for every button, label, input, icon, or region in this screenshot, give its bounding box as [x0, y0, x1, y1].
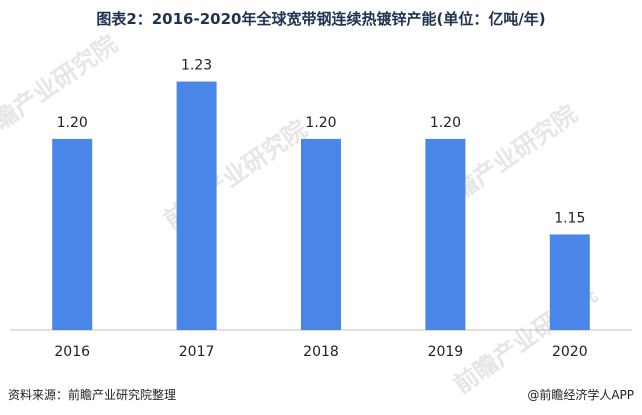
- bar-2019: [425, 138, 466, 330]
- x-tick-label-2016: 2016: [54, 344, 90, 360]
- source-note: 资料来源：前瞻产业研究院整理: [8, 388, 177, 402]
- data-label-2018: 1.20: [305, 115, 336, 131]
- bar-2017: [176, 81, 217, 330]
- x-tick-label-2017: 2017: [179, 344, 215, 360]
- bar-2018: [301, 138, 341, 330]
- data-label-2019: 1.20: [430, 115, 461, 131]
- data-label-2020: 1.15: [554, 210, 585, 226]
- bar-2016: [52, 138, 93, 330]
- x-tick-label-2018: 2018: [303, 344, 339, 360]
- data-label-2017: 1.23: [181, 58, 212, 74]
- x-tick-label-2019: 2019: [428, 344, 464, 360]
- data-label-2016: 1.20: [57, 115, 88, 131]
- bar-2020: [549, 234, 590, 330]
- chart-title: 图表2：2016-2020年全球宽带钢连续热镀锌产能(单位：亿吨/年): [96, 10, 546, 28]
- brand-credit: @前瞻经济学人APP: [527, 388, 634, 402]
- x-tick-label-2020: 2020: [552, 344, 588, 360]
